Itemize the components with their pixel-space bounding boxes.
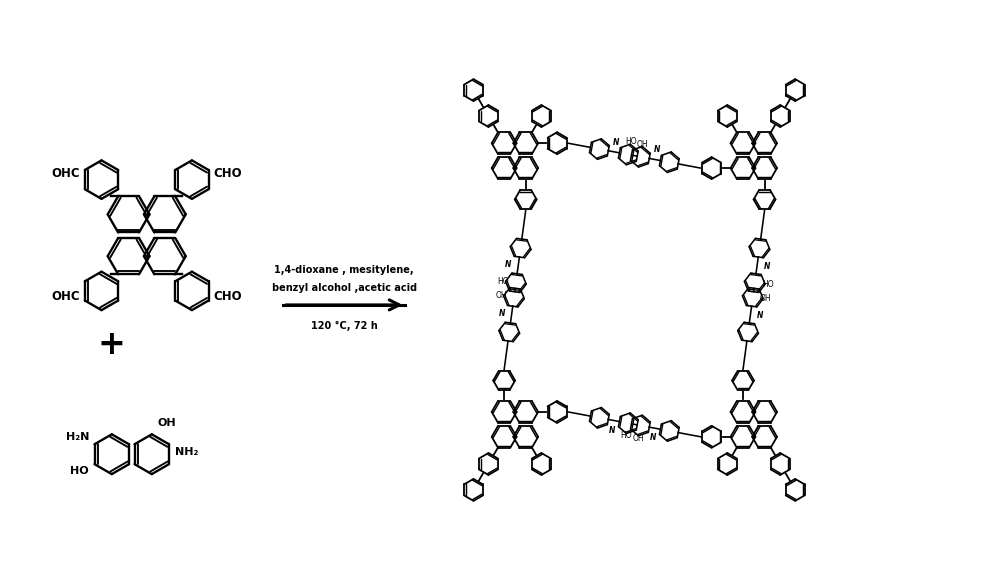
Text: N: N [757, 311, 763, 320]
Text: +: + [98, 328, 126, 361]
Text: HO: HO [497, 277, 509, 285]
Text: 120 °C, 72 h: 120 °C, 72 h [311, 321, 378, 331]
Text: OH: OH [637, 140, 649, 148]
Text: CHO: CHO [213, 168, 242, 180]
Text: 1,4-dioxane , mesitylene,: 1,4-dioxane , mesitylene, [274, 265, 414, 275]
Text: OHC: OHC [52, 168, 80, 180]
Text: benzyl alcohol ,acetic acid: benzyl alcohol ,acetic acid [272, 283, 417, 293]
Text: H₂N: H₂N [66, 432, 89, 443]
Text: OHC: OHC [52, 290, 80, 303]
Text: OH: OH [760, 295, 771, 303]
Text: N: N [653, 145, 660, 154]
Text: N: N [650, 433, 656, 443]
Text: HO: HO [762, 280, 773, 289]
Text: N: N [499, 309, 505, 318]
Text: HO: HO [70, 466, 89, 476]
Text: HO: HO [625, 137, 637, 146]
Text: NH₂: NH₂ [175, 447, 198, 457]
Text: HO: HO [620, 432, 632, 440]
Text: OH: OH [632, 434, 644, 443]
Text: OH: OH [158, 418, 176, 429]
Text: N: N [613, 137, 619, 147]
Text: N: N [764, 262, 770, 271]
Text: N: N [609, 426, 615, 435]
Text: N: N [505, 260, 512, 269]
Text: OH: OH [495, 291, 507, 300]
Text: CHO: CHO [213, 290, 242, 303]
